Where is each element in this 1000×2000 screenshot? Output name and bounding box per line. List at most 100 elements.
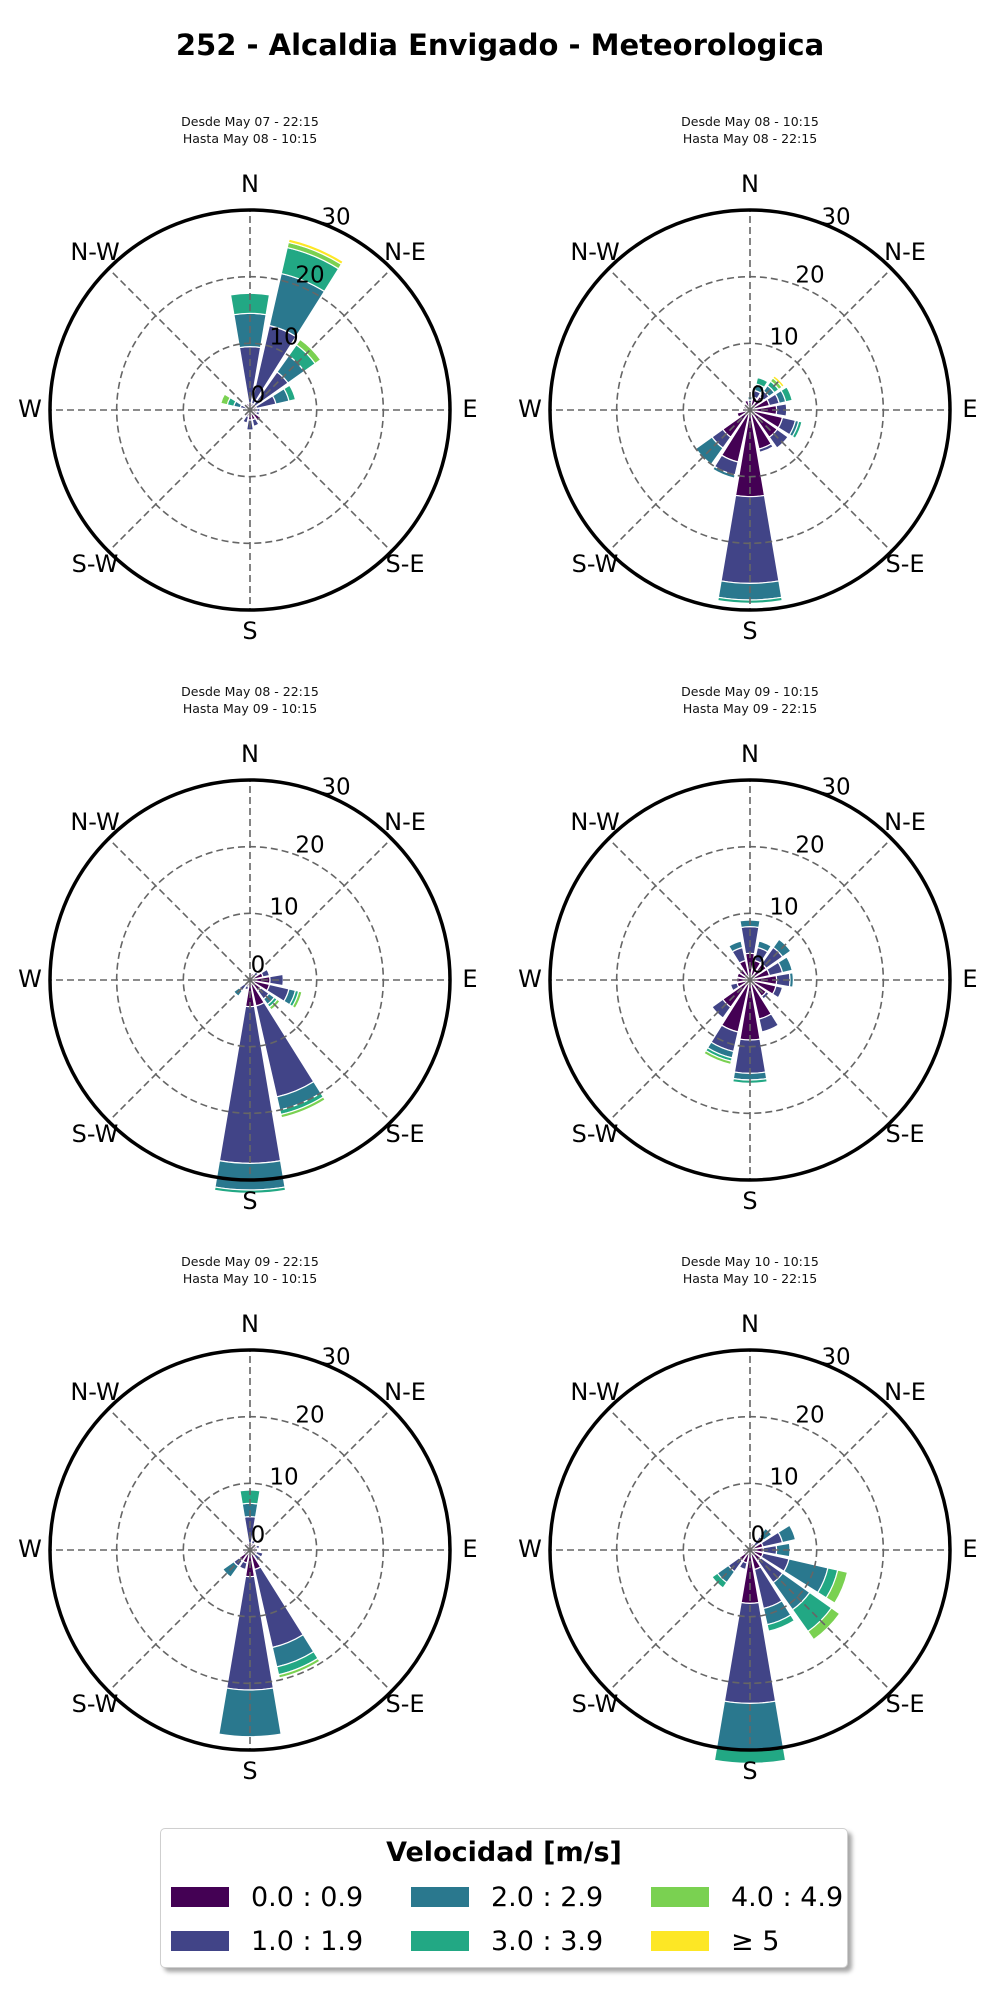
direction-label: N-E	[884, 1378, 926, 1406]
windrose-bar-segment	[766, 1614, 796, 1632]
windrose-bar-segment	[760, 990, 770, 1000]
ring-label: 20	[295, 1403, 324, 1429]
direction-label: N	[741, 740, 759, 768]
grid-spoke	[108, 838, 251, 981]
windrose-bar-segment	[771, 374, 786, 389]
direction-label: N	[241, 170, 259, 198]
direction-label: S-E	[885, 1690, 924, 1718]
bars	[220, 238, 344, 431]
bars	[218, 1489, 321, 1738]
subtitle-hasta: Hasta May 08 - 10:15	[182, 131, 318, 146]
windrose-panel-1: Desde May 07 - 22:15 Hasta May 08 - 10:1…	[0, 0, 500, 645]
windrose-chart: 0 10 20 30 N N-E E S-E S S-W W N-W	[518, 740, 977, 1215]
direction-label: N	[741, 170, 759, 198]
windrose-panel-4: Desde May 09 - 10:15 Hasta May 09 - 22:1…	[500, 570, 1000, 1215]
windrose-bar-segment	[239, 1489, 261, 1505]
legend-swatch	[411, 1887, 469, 1907]
panel-subtitle: Desde May 09 - 22:15 Hasta May 10 - 10:1…	[0, 1253, 500, 1287]
legend-item: 1.0 : 1.9	[171, 1926, 363, 1957]
windrose-bar-segment	[780, 386, 793, 403]
panel-subtitle: Desde May 10 - 10:15 Hasta May 10 - 22:1…	[500, 1253, 1000, 1287]
windrose-bar-segment	[758, 443, 774, 453]
direction-label: S-E	[885, 1120, 924, 1148]
windrose-panel-6: Desde May 10 - 10:15 Hasta May 10 - 22:1…	[500, 1140, 1000, 1785]
direction-label: S	[742, 1757, 757, 1785]
windrose-chart: 0 10 20 30 N N-E E S-E S S-W W N-W	[18, 740, 477, 1215]
windrose-chart: 0 10 20 30 N N-E E S-E S S-W W N-W	[518, 1310, 977, 1785]
panel-subtitle: Desde May 08 - 22:15 Hasta May 09 - 10:1…	[0, 683, 500, 717]
direction-label: N-E	[884, 808, 926, 836]
panel-subtitle: Desde May 09 - 10:15 Hasta May 09 - 22:1…	[500, 683, 1000, 717]
legend-label: ≥ 5	[731, 1925, 780, 1957]
legend-swatch	[171, 1887, 229, 1907]
windrose-bar-segment	[238, 1560, 248, 1571]
grid-spoke	[608, 268, 751, 411]
windrose-bar-segment	[218, 1687, 282, 1738]
direction-label: W	[518, 1535, 542, 1563]
windrose-bar-segment	[251, 417, 260, 427]
ring-label: 20	[295, 833, 324, 859]
legend-item: 0.0 : 0.9	[171, 1882, 363, 1913]
windrose-bar-segment	[777, 1524, 797, 1544]
windrose-bar-segment	[756, 940, 773, 953]
direction-label: E	[962, 395, 977, 423]
grid-spoke	[249, 1408, 392, 1551]
windrose-bar-segment	[250, 1539, 257, 1546]
grid-spoke	[749, 1408, 892, 1551]
outer-ring	[548, 208, 952, 612]
ring-label: 10	[769, 325, 798, 351]
windrose-chart: 0 10 20 30 N N-E E S-E S S-W W N-W	[18, 170, 477, 645]
grid-spoke	[108, 979, 251, 1122]
direction-label: E	[962, 1535, 977, 1563]
direction-label: W	[18, 965, 42, 993]
direction-label: S	[242, 617, 257, 645]
subtitle-desde: Desde May 09 - 10:15	[681, 684, 819, 699]
bars	[703, 919, 794, 1084]
subtitle-desde: Desde May 09 - 22:15	[181, 1254, 319, 1269]
direction-label: E	[962, 965, 977, 993]
windrose-bar-segment	[736, 409, 751, 418]
direction-label: S-W	[72, 1120, 119, 1148]
ring-label: 20	[795, 1403, 824, 1429]
windrose-bar-segment	[213, 1186, 287, 1194]
outer-ring	[48, 1348, 452, 1752]
legend-item: 2.0 : 2.9	[411, 1882, 603, 1913]
windrose-bar-segment	[711, 1572, 728, 1589]
direction-label: W	[518, 395, 542, 423]
subtitle-desde: Desde May 10 - 10:15	[681, 1254, 819, 1269]
legend-swatch	[411, 1931, 469, 1951]
ring-label: 10	[769, 1465, 798, 1491]
ring-label: 0	[251, 1523, 266, 1549]
grid-spoke	[749, 838, 892, 981]
direction-label: S-W	[572, 1120, 619, 1148]
subtitle-hasta: Hasta May 10 - 22:15	[682, 1271, 818, 1286]
ring-label: 30	[321, 775, 350, 801]
grid-spoke	[108, 1549, 251, 1692]
grid-spoke	[249, 268, 392, 411]
direction-label: N-W	[70, 1378, 119, 1406]
ring-label: 30	[821, 1345, 850, 1371]
direction-label: S-E	[385, 1120, 424, 1148]
grid-spoke	[608, 409, 751, 552]
windrose-bar-segment	[703, 1049, 733, 1066]
windrose-panel-2: Desde May 08 - 10:15 Hasta May 08 - 22:1…	[500, 0, 1000, 645]
grid-spoke	[608, 979, 751, 1122]
windrose-bar-segment	[254, 1550, 264, 1558]
direction-label: S-W	[72, 1690, 119, 1718]
windrose-bar-segment	[242, 414, 250, 424]
direction-label: N-E	[884, 238, 926, 266]
direction-label: N-W	[70, 238, 119, 266]
grid-spoke	[608, 838, 751, 981]
legend-swatch	[651, 1931, 709, 1951]
windrose-bar-segment	[283, 384, 297, 402]
windrose-chart: 0 10 20 30 N N-E E S-E S S-W W N-W	[18, 1310, 477, 1785]
grid-spoke	[249, 1549, 392, 1692]
ring-label: 20	[795, 263, 824, 289]
legend-item: 4.0 : 4.9	[651, 1882, 843, 1913]
grid-spoke	[749, 1549, 892, 1692]
windrose-bar-segment	[287, 238, 344, 266]
windrose-chart: 0 10 20 30 N N-E E S-E S S-W W N-W	[518, 170, 977, 645]
ring-label: 30	[821, 775, 850, 801]
ring-label: 10	[269, 895, 298, 921]
panel-subtitle: Desde May 07 - 22:15 Hasta May 08 - 10:1…	[0, 113, 500, 147]
